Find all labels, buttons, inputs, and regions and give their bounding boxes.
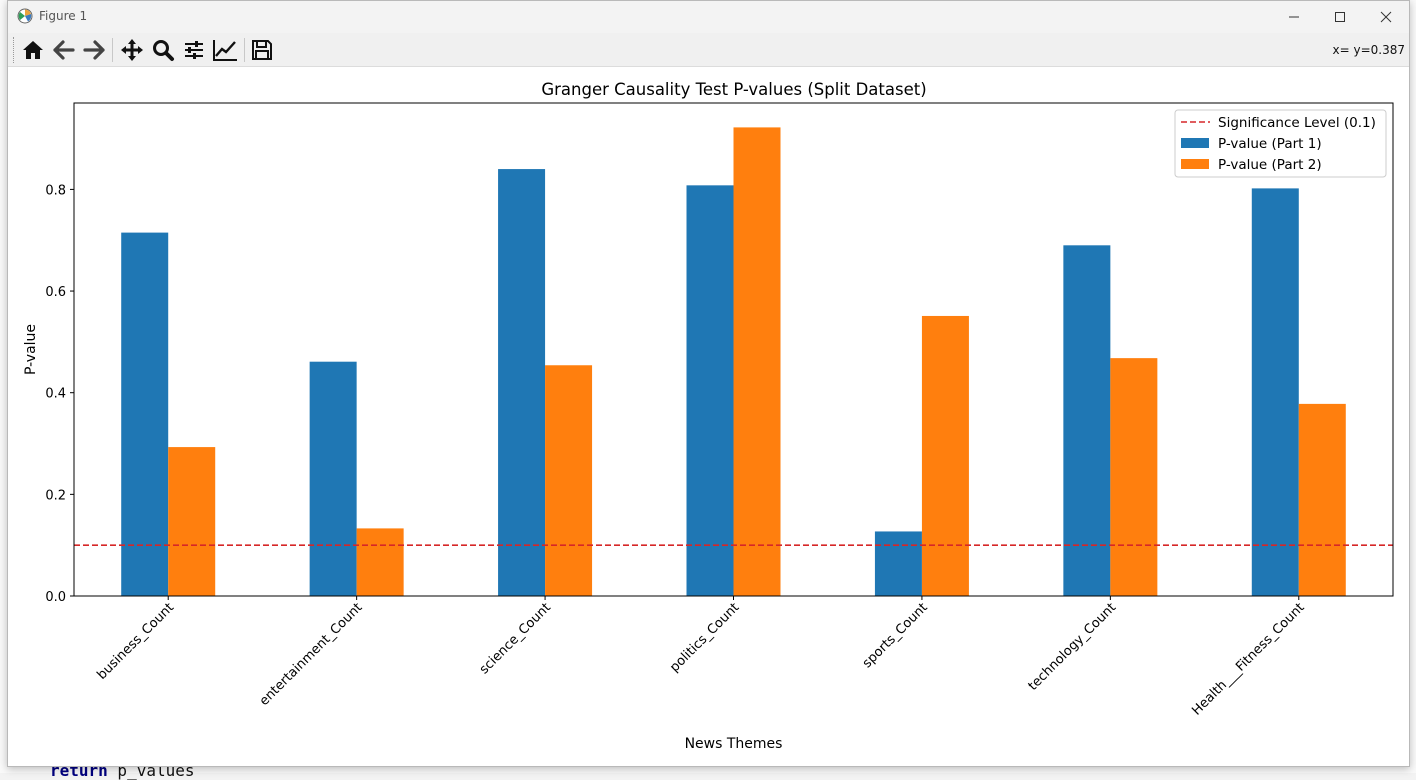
- zoom-icon: [153, 40, 174, 61]
- back-button[interactable]: [50, 36, 78, 64]
- plot-area-frame: [73, 102, 1394, 597]
- bar-business_Count-series-2: [168, 447, 216, 596]
- close-icon: [1380, 11, 1392, 23]
- save-icon: [252, 40, 272, 60]
- bar-Health___Fitness_Count-series-1: [1251, 188, 1299, 596]
- minimize-button[interactable]: [1271, 1, 1317, 33]
- bar-science_Count-series-1: [498, 169, 546, 596]
- subplots-icon: [185, 41, 203, 59]
- maximize-button[interactable]: [1317, 1, 1363, 33]
- maximize-icon: [1335, 12, 1345, 22]
- close-button[interactable]: [1363, 1, 1409, 33]
- home-button[interactable]: [19, 36, 47, 64]
- x-tick-label: sports_Count: [860, 600, 931, 671]
- y-axis: 0.0 0.2 0.4 0.6 0.8: [45, 183, 74, 605]
- pan-icon: [121, 39, 143, 61]
- minimize-icon: [1289, 16, 1299, 18]
- bar-business_Count-series-1: [121, 232, 169, 596]
- y-axis-label: P-value: [23, 324, 39, 375]
- bar-chart: Granger Causality Test P-values (Split D…: [23, 80, 1394, 752]
- chart-title: Granger Causality Test P-values (Split D…: [541, 80, 926, 99]
- coordinate-readout: x= y=0.387: [1332, 43, 1405, 57]
- y-tick-label: 0.8: [45, 183, 66, 198]
- legend: Significance Level (0.1) P-value (Part 1)…: [1174, 109, 1387, 178]
- toolbar-grip: [13, 37, 16, 63]
- legend-label-significance: Significance Level (0.1): [1218, 115, 1376, 131]
- legend-label-series-2: P-value (Part 2): [1218, 157, 1322, 173]
- title-bar[interactable]: Figure 1: [8, 1, 1409, 33]
- window-title: Figure 1: [39, 9, 88, 23]
- home-icon: [23, 41, 43, 59]
- forward-button[interactable]: [80, 36, 108, 64]
- forward-arrow-icon: [83, 40, 105, 60]
- bars-group: [121, 127, 1346, 597]
- x-tick-label: politics_Count: [667, 600, 742, 675]
- edit-axis-icon: [213, 40, 237, 61]
- save-button[interactable]: [248, 36, 276, 64]
- legend-swatch-series-1: [1181, 138, 1209, 148]
- y-tick-label: 0.0: [45, 590, 66, 605]
- toolbar-separator: [112, 38, 113, 62]
- y-tick-label: 0.2: [45, 488, 66, 503]
- bar-sports_Count-series-2: [921, 315, 969, 596]
- zoom-button[interactable]: [149, 36, 177, 64]
- pan-button[interactable]: [118, 36, 146, 64]
- edit-axis-button[interactable]: [211, 36, 239, 64]
- back-arrow-icon: [53, 40, 75, 60]
- bar-politics_Count-series-2: [733, 127, 781, 596]
- x-tick-label: technology_Count: [1026, 600, 1120, 694]
- x-tick-label: business_Count: [94, 600, 177, 683]
- bar-entertainment_Count-series-2: [356, 528, 404, 596]
- x-axis: business_Count entertainment_Count science…: [94, 596, 1308, 719]
- y-tick-label: 0.4: [45, 387, 66, 402]
- legend-label-series-1: P-value (Part 1): [1218, 136, 1322, 152]
- bar-Health___Fitness_Count-series-2: [1298, 403, 1346, 596]
- x-tick-label: Health___Fitness_Count: [1189, 600, 1307, 718]
- bar-politics_Count-series-1: [686, 185, 734, 596]
- bar-technology_Count-series-2: [1110, 358, 1158, 596]
- legend-swatch-series-2: [1181, 159, 1209, 169]
- x-axis-label: News Themes: [685, 736, 783, 752]
- toolbar-separator: [244, 38, 245, 62]
- x-tick-label: entertainment_Count: [257, 600, 366, 709]
- y-tick-label: 0.6: [45, 285, 66, 300]
- navigation-toolbar: x= y=0.387: [8, 33, 1409, 67]
- figure-canvas[interactable]: Granger Causality Test P-values (Split D…: [8, 67, 1409, 766]
- x-tick-label: science_Count: [477, 600, 554, 677]
- bar-technology_Count-series-1: [1063, 245, 1111, 597]
- bar-sports_Count-series-1: [874, 531, 922, 596]
- subplots-button[interactable]: [180, 36, 208, 64]
- bar-entertainment_Count-series-1: [309, 361, 357, 596]
- matplotlib-app-icon: [17, 8, 33, 24]
- figure-window: Figure 1: [7, 0, 1410, 767]
- bar-science_Count-series-2: [545, 365, 593, 596]
- legend-box: [1174, 109, 1387, 178]
